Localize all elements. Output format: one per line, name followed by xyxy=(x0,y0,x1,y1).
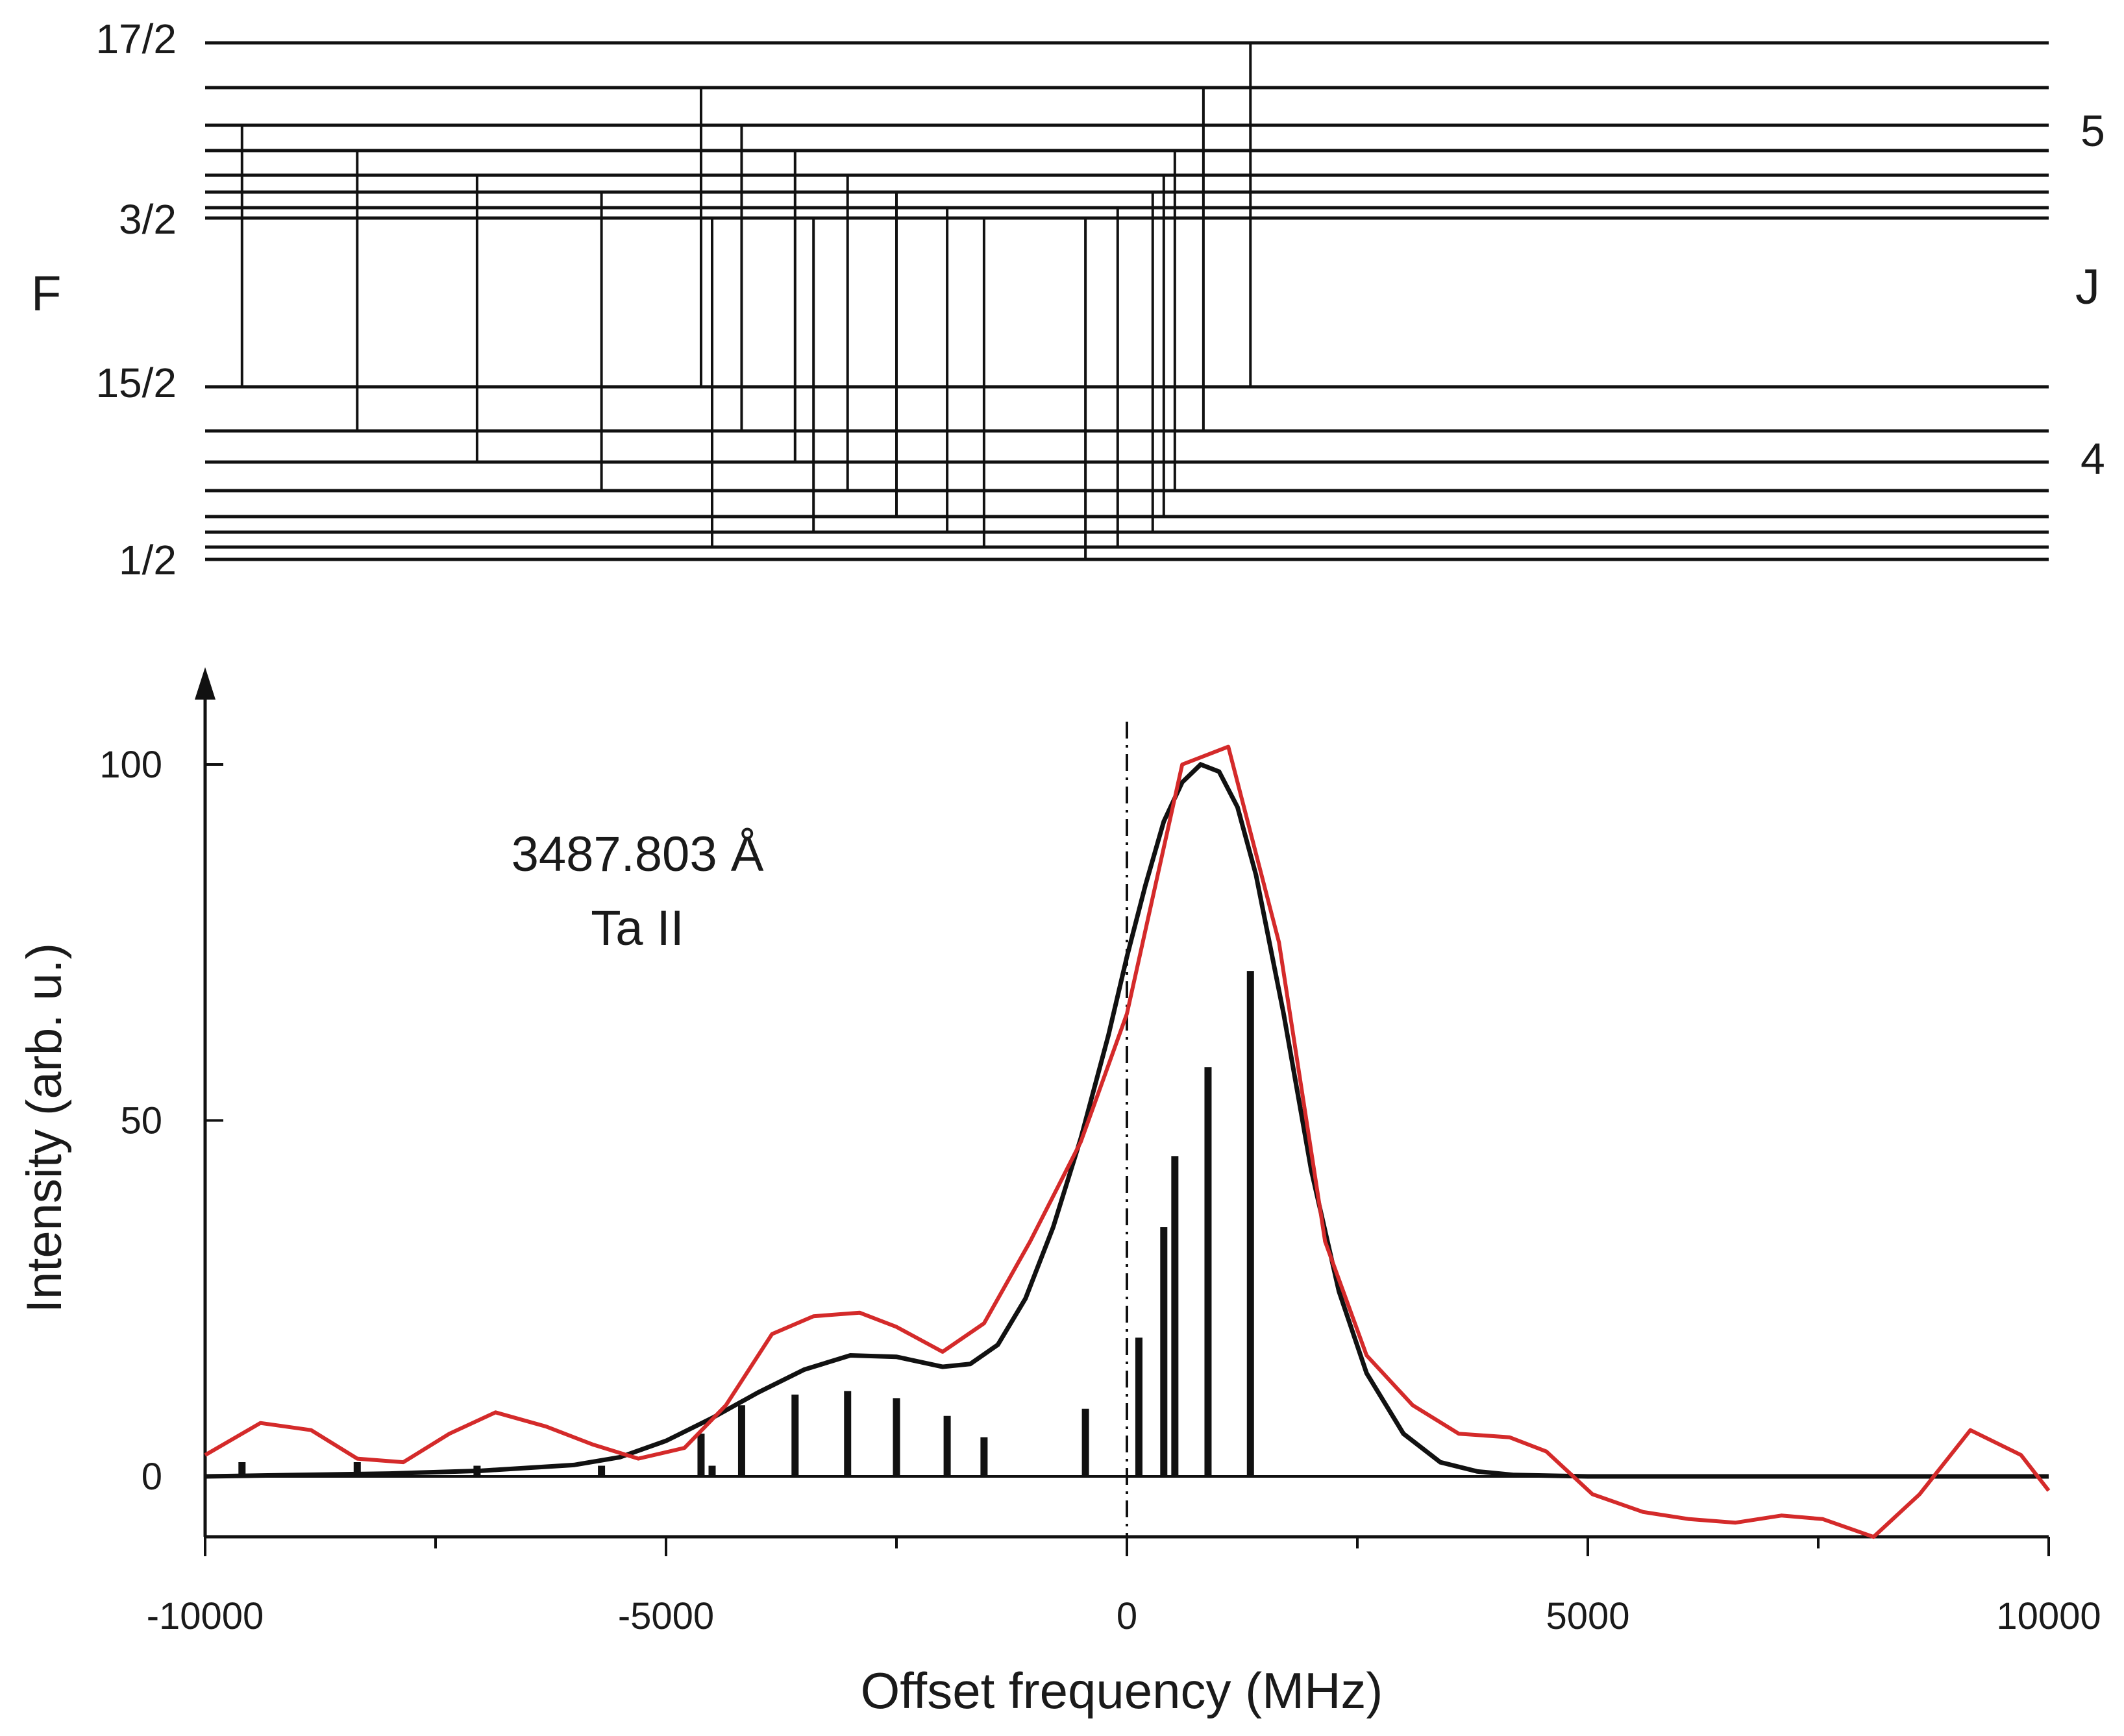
upper-levels-group xyxy=(205,41,2049,220)
y-tick-label: 50 xyxy=(120,1100,162,1142)
x-tick-label: 0 xyxy=(1117,1595,1137,1637)
y-tick-label: 100 xyxy=(99,744,162,786)
x-axis-title: Offset frequency (MHz) xyxy=(861,1662,1383,1719)
j-axis-label: J xyxy=(2075,260,2100,315)
x-tick-label: -10000 xyxy=(147,1595,264,1637)
fit-curve xyxy=(204,761,2049,1479)
x-tick-label: -5000 xyxy=(618,1595,714,1637)
f-axis-label: F xyxy=(31,266,61,321)
energy-level-diagram: 17/2 3/2 15/2 1/2 F 5 J 4 xyxy=(31,16,2105,583)
upper-f-top-label: 17/2 xyxy=(95,16,177,62)
annotation-wavelength: 3487.803 Å xyxy=(512,827,764,882)
y-axis-arrow xyxy=(195,667,216,700)
upper-f-bottom-label: 3/2 xyxy=(119,196,177,243)
lower-j-label: 4 xyxy=(2081,434,2105,483)
y-ticks-group: 0 50 100 xyxy=(99,744,223,1498)
y-tick-label: 0 xyxy=(142,1456,162,1498)
annotation-ion: Ta II xyxy=(591,901,684,956)
lower-f-bottom-label: 1/2 xyxy=(119,537,177,583)
lower-levels-group xyxy=(205,385,2049,561)
y-axis-title: Intensity (arb. u.) xyxy=(17,943,72,1313)
x-ticks-group: -10000 -5000 0 5000 10000 xyxy=(147,1537,2101,1637)
x-tick-label: 10000 xyxy=(1996,1595,2101,1637)
measured-curve xyxy=(204,744,2051,1539)
lower-f-top-label: 15/2 xyxy=(95,360,177,406)
x-tick-label: 5000 xyxy=(1546,1595,1629,1637)
sticks-group xyxy=(238,971,1254,1476)
upper-j-label: 5 xyxy=(2081,106,2105,156)
transitions-group xyxy=(240,43,1252,559)
